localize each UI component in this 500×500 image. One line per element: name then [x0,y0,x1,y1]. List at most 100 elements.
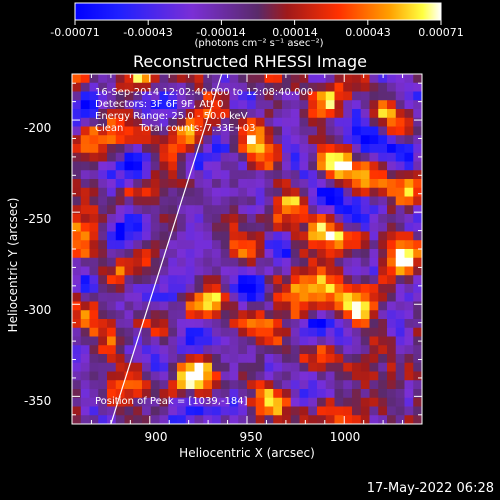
heatmap-cell [290,144,300,154]
heatmap-cell [89,161,99,171]
heatmap-cell [185,161,195,171]
heatmap-cell [220,310,230,320]
heatmap-cell [133,91,143,101]
heatmap-cell [378,170,388,180]
heatmap-cell [247,126,257,136]
heatmap-cell [247,74,257,84]
heatmap-cell [115,161,125,171]
heatmap-cell [255,389,265,399]
heatmap-cell [352,275,362,285]
colorbar-tick-label: -0.00071 [50,26,100,39]
heatmap-cell [133,249,143,259]
heatmap-cell [343,397,353,407]
heatmap-cell [168,91,178,101]
heatmap-cell [133,179,143,189]
heatmap-cell [133,214,143,224]
heatmap-cell [255,406,265,416]
heatmap-cell [247,275,257,285]
heatmap-cell [212,187,222,197]
heatmap-cell [352,135,362,145]
heatmap-cell [413,397,422,407]
heatmap-cell [299,240,309,250]
heatmap-cell [72,389,82,399]
heatmap-cell [107,389,117,399]
heatmap-cell [369,284,379,294]
heatmap-cell [229,257,239,267]
heatmap-cell [325,354,335,364]
heatmap-cell [255,275,265,285]
heatmap-cell [124,205,134,215]
heatmap-cell [203,231,213,241]
heatmap-cell [185,240,195,250]
heatmap-cell [404,389,414,399]
heatmap-cell [80,179,90,189]
heatmap-cell [308,126,318,136]
heatmap-cell [387,82,397,92]
heatmap-cell [203,406,213,416]
heatmap-cell [168,301,178,311]
heatmap-cell [387,126,397,136]
heatmap-cell [159,196,169,206]
heatmap-cell [238,266,248,276]
heatmap-cell [80,397,90,407]
heatmap-cell [369,266,379,276]
heatmap-cell [185,249,195,259]
heatmap-cell [80,126,90,136]
heatmap-cell [360,362,370,372]
heatmap-cell [273,354,283,364]
heatmap-cell [282,249,292,259]
x-tick-label: 1000 [329,430,361,444]
heatmap-cell [159,231,169,241]
heatmap-cell [185,389,195,399]
heatmap-cell [150,100,160,110]
heatmap-cell [273,240,283,250]
heatmap-cell [273,371,283,381]
heatmap-cell [290,284,300,294]
heatmap-cell [247,354,257,364]
heatmap-cell [387,310,397,320]
heatmap-cell [142,301,152,311]
heatmap-cell [89,100,99,110]
heatmap-cell [255,117,265,127]
heatmap-cell [115,187,125,197]
heatmap-cell [98,179,108,189]
heatmap-cell [317,135,327,145]
heatmap-cell [238,205,248,215]
heatmap-cell [299,389,309,399]
heatmap-cell [352,91,362,101]
heatmap-cell [159,100,169,110]
heatmap-cell [142,179,152,189]
heatmap-cell [255,135,265,145]
heatmap-cell [80,196,90,206]
heatmap-cell [387,319,397,329]
heatmap-cell [255,327,265,337]
heatmap-cell [343,354,353,364]
heatmap-cell [308,275,318,285]
heatmap-cell [369,109,379,119]
heatmap-cell [352,161,362,171]
heatmap-cell [185,135,195,145]
heatmap-cell [98,196,108,206]
heatmap-cell [212,257,222,267]
heatmap-cell [177,284,187,294]
heatmap-cell [273,362,283,372]
heatmap-cell [159,117,169,127]
heatmap-cell [124,406,134,416]
heatmap-cell [133,284,143,294]
heatmap-cell [282,187,292,197]
heatmap-cell [352,179,362,189]
heatmap-cell [185,100,195,110]
heatmap-cell [325,301,335,311]
heatmap-cell [369,292,379,302]
heatmap-cell [360,222,370,232]
heatmap-cell [282,196,292,206]
heatmap-cell [317,222,327,232]
heatmap-cell [264,389,274,399]
heatmap-cell [150,301,160,311]
heatmap-cell [159,406,169,416]
heatmap-cell [282,354,292,364]
heatmap-cell [229,389,239,399]
heatmap-cell [159,249,169,259]
heatmap-cell [98,222,108,232]
heatmap-cell [378,152,388,162]
